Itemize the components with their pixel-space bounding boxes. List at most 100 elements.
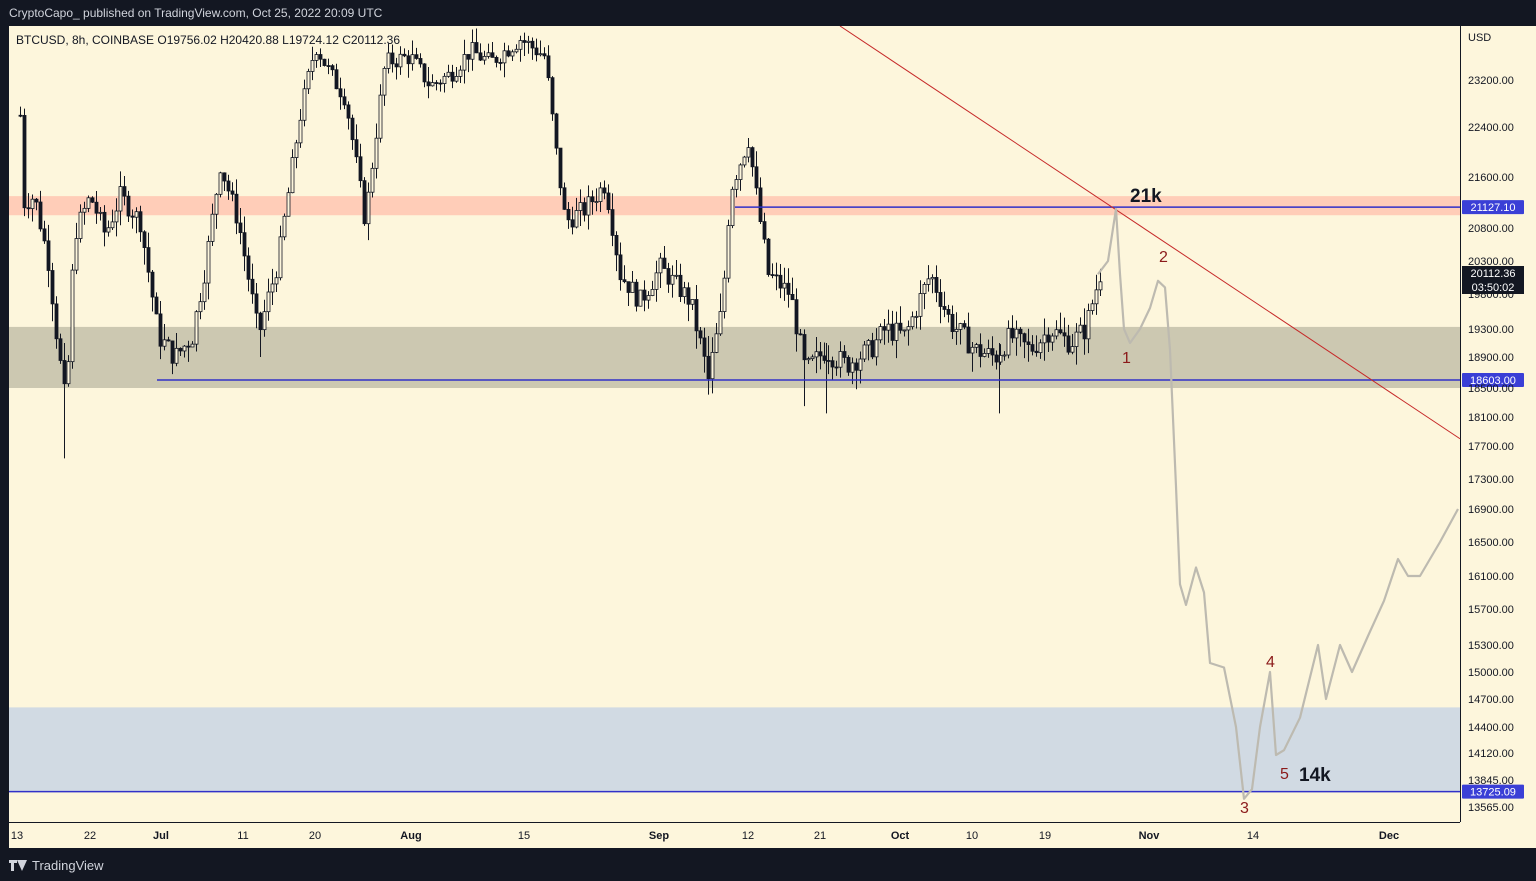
candle-body xyxy=(822,355,827,361)
candle-body xyxy=(770,274,775,276)
candle-body xyxy=(342,96,347,106)
candle-body xyxy=(566,208,571,221)
candle-body xyxy=(682,287,687,298)
level-tag-text: 13725.09 xyxy=(1470,787,1516,799)
candle-body xyxy=(370,167,375,193)
price-tick: 16500.00 xyxy=(1468,537,1514,549)
candle-body xyxy=(486,52,491,57)
time-tick: Aug xyxy=(400,830,421,842)
candle-body xyxy=(762,221,767,240)
candle-body xyxy=(362,180,367,225)
candle-body xyxy=(178,347,183,352)
price-chart[interactable]: 21127.1018603.0013725.0921k14k12345BTCUS… xyxy=(0,26,1536,848)
candle-body xyxy=(454,76,459,82)
candle-body xyxy=(18,114,23,117)
candle-body xyxy=(910,316,915,328)
candle-body xyxy=(854,362,859,371)
candle-body xyxy=(974,344,979,348)
candle-body xyxy=(390,52,395,65)
candle-body xyxy=(754,166,759,189)
candle-body xyxy=(930,277,935,280)
candle-body xyxy=(302,88,307,121)
tradingview-logo[interactable]: TradingView xyxy=(9,858,104,873)
candle-body xyxy=(646,295,651,301)
candle-body xyxy=(542,53,547,57)
candle-body xyxy=(262,311,267,331)
candle-body xyxy=(470,42,475,60)
candle-body xyxy=(954,328,959,332)
candle-body xyxy=(378,94,383,139)
price-tick: 19300.00 xyxy=(1468,324,1514,336)
candle-body xyxy=(942,306,947,310)
candle-body xyxy=(118,186,123,212)
candle-body xyxy=(826,360,831,362)
candle-body xyxy=(406,55,411,65)
candle-body xyxy=(630,281,635,293)
candle-body xyxy=(230,190,235,195)
last-price-tag xyxy=(1462,266,1524,294)
candle-body xyxy=(82,207,87,213)
candle-body xyxy=(958,323,963,330)
candle-body xyxy=(22,115,27,209)
candle-body xyxy=(26,207,31,210)
candle-body xyxy=(238,222,243,234)
candle-body xyxy=(358,156,363,182)
time-tick: 11 xyxy=(237,830,248,842)
candle-body xyxy=(1026,341,1031,345)
candle-body xyxy=(246,255,251,280)
candle-body xyxy=(1094,289,1099,305)
candle-body xyxy=(606,192,611,210)
candle-body xyxy=(1018,328,1023,335)
candle-body xyxy=(902,329,907,332)
candle-body xyxy=(714,333,719,353)
level-tag-text: 18603.00 xyxy=(1470,375,1516,387)
wave-label-2: 2 xyxy=(1159,249,1168,266)
candle-body xyxy=(338,88,343,98)
candle-body xyxy=(334,69,339,90)
candle-body xyxy=(1058,329,1063,334)
candle-body xyxy=(1086,310,1091,340)
price-tick: 15000.00 xyxy=(1468,667,1514,679)
candle-body xyxy=(202,282,207,303)
candle-body xyxy=(590,196,595,203)
price-tick: 13845.00 xyxy=(1468,775,1514,787)
footer-bar: TradingView xyxy=(0,848,1536,881)
candle-body xyxy=(1038,342,1043,354)
candle-body xyxy=(86,197,91,209)
candle-body xyxy=(1098,281,1103,291)
candle-body xyxy=(874,339,879,358)
candle-body xyxy=(598,187,603,202)
level-tag-text: 21127.10 xyxy=(1470,202,1515,214)
candle-body xyxy=(462,54,467,71)
candle-body xyxy=(914,315,919,318)
candle-body xyxy=(394,63,399,68)
plot-background xyxy=(9,26,1460,822)
candle-body xyxy=(38,201,43,230)
candle-body xyxy=(154,296,159,315)
candle-body xyxy=(574,210,579,228)
candle-body xyxy=(698,330,703,339)
candle-body xyxy=(90,197,95,203)
candle-body xyxy=(354,139,359,158)
candle-body xyxy=(570,219,575,228)
candle-body xyxy=(842,351,847,358)
candle-body xyxy=(710,351,715,380)
candle-body xyxy=(522,40,527,43)
candle-body xyxy=(478,52,483,61)
price-tick: 22400.00 xyxy=(1468,122,1514,134)
candle-body xyxy=(830,360,835,368)
candle-body xyxy=(650,289,655,296)
time-tick: 20 xyxy=(309,830,321,842)
time-tick: Dec xyxy=(1379,830,1399,842)
candle-body xyxy=(138,211,143,233)
candle-body xyxy=(34,198,39,203)
candle-body xyxy=(50,270,55,305)
candle-body xyxy=(618,254,623,281)
time-axis-background xyxy=(9,822,1460,848)
candle-body xyxy=(786,282,791,295)
price-tick: 21600.00 xyxy=(1468,172,1514,184)
candle-body xyxy=(1062,332,1067,337)
candle-body xyxy=(694,299,699,332)
candle-body xyxy=(1090,303,1095,311)
candle-body xyxy=(122,186,127,197)
